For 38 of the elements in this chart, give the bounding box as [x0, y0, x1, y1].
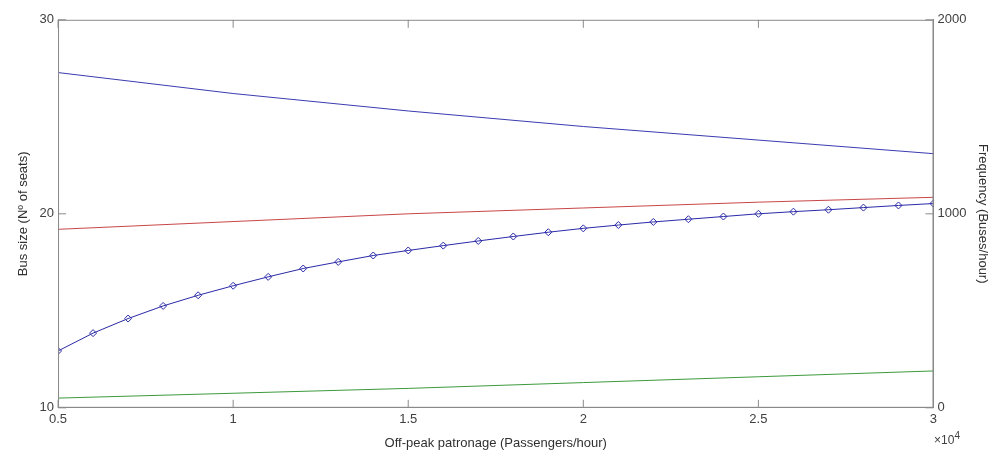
point	[229, 281, 238, 290]
point	[824, 205, 833, 214]
y-tick-label: 20	[39, 205, 55, 221]
point	[509, 232, 518, 241]
point	[719, 212, 728, 221]
point	[439, 241, 448, 250]
x-axis-title: Off-peak patronage (Passengers/hour)	[384, 434, 607, 450]
point	[894, 201, 903, 210]
point	[544, 228, 553, 237]
y2-tick-label: 2000	[937, 11, 967, 27]
y2-tick-label: 0	[937, 399, 945, 415]
point	[404, 246, 413, 255]
y-axis-title: Bus size (Nº of seats)	[15, 151, 31, 277]
point	[614, 221, 623, 230]
point	[579, 224, 588, 233]
y-tick-label: 30	[39, 11, 55, 27]
point	[789, 207, 798, 216]
x-tick-label: 1.5	[399, 411, 418, 427]
point	[334, 257, 343, 266]
x-tick-label: 2.5	[749, 411, 768, 427]
point	[89, 329, 98, 338]
x-tick-label: 3	[929, 411, 938, 427]
point	[264, 272, 273, 281]
point	[194, 291, 203, 300]
point	[474, 236, 483, 245]
x-tick-label: 2	[579, 411, 587, 427]
point	[754, 209, 763, 218]
point	[159, 301, 168, 310]
text: ×10$^{4}$	[934, 430, 960, 447]
point	[859, 203, 868, 212]
point	[649, 217, 658, 226]
x-tick-label: 1	[229, 411, 237, 427]
y2-tick-label: 1000	[937, 205, 967, 221]
point	[369, 251, 378, 260]
point	[684, 215, 693, 224]
point	[299, 264, 308, 273]
y2-axis-title: Frequency (Buses/hour)	[975, 144, 991, 284]
point	[124, 314, 133, 323]
